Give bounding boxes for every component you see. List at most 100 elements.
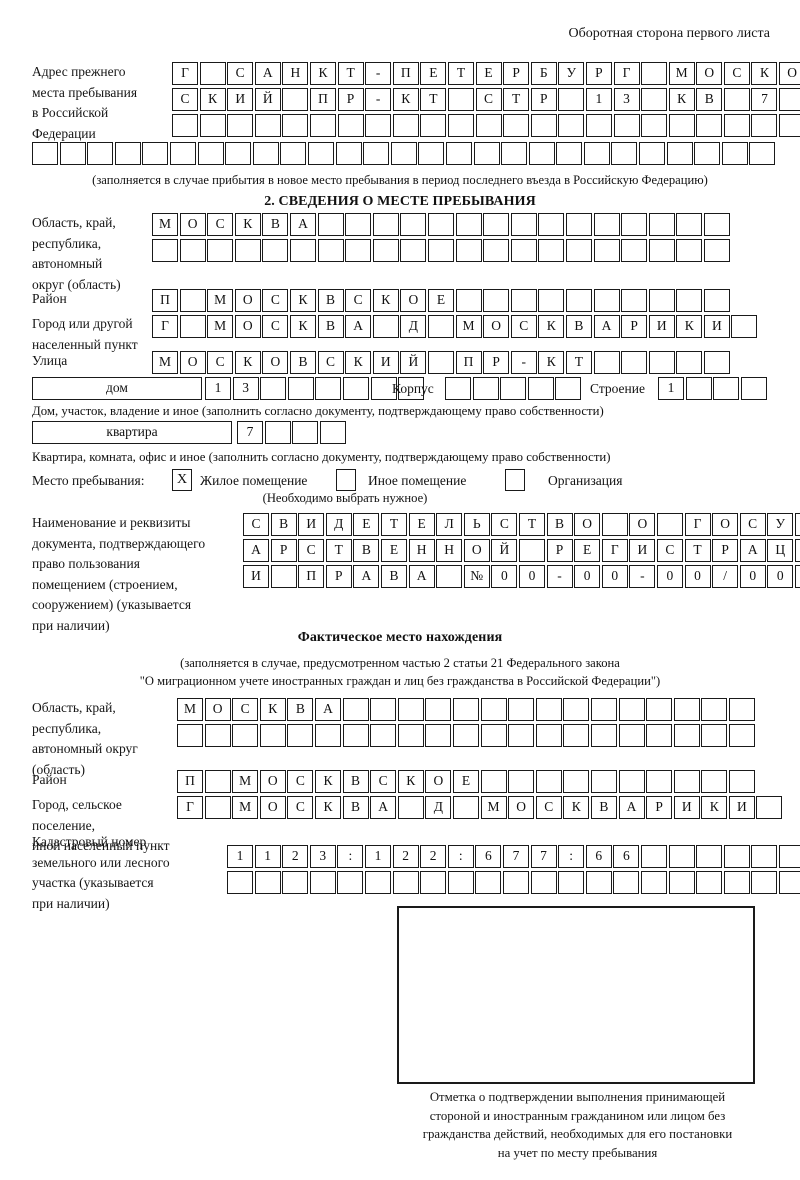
section2-region-row-1-cell-17[interactable] <box>593 213 620 236</box>
section2-street-row-cell-15[interactable]: К <box>538 351 565 374</box>
prev-address-row-2-cell-18[interactable] <box>641 88 668 111</box>
prev-address-row-4-cell-25[interactable] <box>694 142 721 165</box>
section2-region-row-2-cell-15[interactable] <box>538 239 565 262</box>
cadastral-row-1-cell-8[interactable]: 2 <box>420 845 447 868</box>
section2-region-row-2-cell-8[interactable] <box>345 239 372 262</box>
section2-region-row-2-cell-3[interactable] <box>207 239 234 262</box>
section2-district-row-cell-11[interactable]: Е <box>427 289 454 312</box>
korpus-cells-cell-1[interactable] <box>445 377 471 400</box>
section2-district-row-cell-19[interactable] <box>648 289 675 312</box>
actual-region-row-2-cell-5[interactable] <box>287 724 314 747</box>
section2-region-row-1-cell-9[interactable] <box>372 213 399 236</box>
prev-address-row-2-cell-10[interactable]: Т <box>420 88 447 111</box>
section2-district-row-cell-20[interactable] <box>676 289 703 312</box>
prev-address-row-2-cell-6[interactable]: П <box>309 88 336 111</box>
document-row-3-cell-2[interactable] <box>270 565 297 588</box>
document-row-1-cell-21[interactable]: Д <box>794 513 800 536</box>
stroenie-cells-cell-1[interactable]: 1 <box>658 377 684 400</box>
prev-address-row-1-cell-22[interactable]: К <box>751 62 778 85</box>
cadastral-row-2-cell-1[interactable] <box>227 871 253 894</box>
actual-region-row-1-cell-14[interactable] <box>535 698 562 721</box>
section2-city-row-cell-14[interactable]: С <box>510 315 537 338</box>
document-row-3-cell-15[interactable]: - <box>629 565 656 588</box>
actual-district-row-cell-21[interactable] <box>728 770 755 793</box>
prev-address-row-3-cell-3[interactable] <box>227 114 254 137</box>
section2-city-row-cell-3[interactable]: М <box>207 315 234 338</box>
document-row-3-cell-8[interactable] <box>436 565 463 588</box>
actual-region-row-1-cell-1[interactable]: М <box>177 698 203 721</box>
section2-city-row-cell-2[interactable] <box>179 315 206 338</box>
actual-city-row-cell-5[interactable]: С <box>287 796 314 819</box>
section2-city-row-cell-19[interactable]: И <box>648 315 675 338</box>
prev-address-row-4-cell-3[interactable] <box>87 142 114 165</box>
document-row-3-cell-21[interactable]: 0 <box>794 565 800 588</box>
document-row-3-cell-16[interactable]: 0 <box>656 565 683 588</box>
section2-district-row-cell-1[interactable]: П <box>152 289 178 312</box>
prev-address-row-1-cell-9[interactable]: П <box>392 62 419 85</box>
section2-city-row-cell-6[interactable]: К <box>289 315 316 338</box>
section2-city-row-cell-10[interactable]: Д <box>400 315 427 338</box>
actual-region-row-1-cell-2[interactable]: О <box>204 698 231 721</box>
actual-district-row-cell-9[interactable]: К <box>397 770 424 793</box>
document-row-3-cell-19[interactable]: 0 <box>739 565 766 588</box>
section2-region-row-1-cell-11[interactable] <box>427 213 454 236</box>
section2-region-row-2-cell-19[interactable] <box>648 239 675 262</box>
document-row-2-cell-17[interactable]: Т <box>684 539 711 562</box>
house-number-cells-cell-2[interactable]: 3 <box>232 377 259 400</box>
prev-address-row-1-cell-17[interactable]: Г <box>613 62 640 85</box>
actual-region-row-2-cell-12[interactable] <box>480 724 507 747</box>
stay-type-checkbox-other[interactable] <box>336 469 356 491</box>
section2-street-row-cell-8[interactable]: К <box>345 351 372 374</box>
section2-district-row-cell-8[interactable]: С <box>345 289 372 312</box>
actual-region-row-2-cell-3[interactable] <box>232 724 259 747</box>
prev-address-row-4-cell-7[interactable] <box>197 142 224 165</box>
prev-address-row-1-cell-1[interactable]: Г <box>172 62 198 85</box>
section2-region-row-2-cell-20[interactable] <box>676 239 703 262</box>
document-row-3-cell-7[interactable]: А <box>408 565 435 588</box>
cadastral-row-2-cell-6[interactable] <box>364 871 391 894</box>
section2-district-row-cell-15[interactable] <box>538 289 565 312</box>
actual-region-row-1-cell-13[interactable] <box>508 698 535 721</box>
actual-region-row-2-cell-21[interactable] <box>728 724 755 747</box>
prev-address-row-3-cell-10[interactable] <box>420 114 447 137</box>
prev-address-row-2-cell-7[interactable]: Р <box>337 88 364 111</box>
actual-city-row-cell-15[interactable]: К <box>563 796 590 819</box>
document-row-2-cell-2[interactable]: Р <box>270 539 297 562</box>
document-row-3-cell-12[interactable]: - <box>546 565 573 588</box>
cadastral-row-1-cell-2[interactable]: 1 <box>254 845 281 868</box>
document-row-2-cell-16[interactable]: С <box>656 539 683 562</box>
prev-address-row-2-cell-1[interactable]: С <box>172 88 198 111</box>
document-row-1-cell-15[interactable]: О <box>629 513 656 536</box>
prev-address-row-1-cell-23[interactable]: О <box>779 62 800 85</box>
cadastral-row-1-cell-4[interactable]: 3 <box>309 845 336 868</box>
prev-address-row-3-cell-11[interactable] <box>447 114 474 137</box>
flat-number-cells[interactable]: 7 <box>237 421 346 444</box>
prev-address-row-4-cell-24[interactable] <box>666 142 693 165</box>
section2-region-row-1-cell-5[interactable]: В <box>262 213 289 236</box>
prev-address-row-1-cell-3[interactable]: С <box>227 62 254 85</box>
section2-region-row-2-cell-17[interactable] <box>593 239 620 262</box>
document-row-1-cell-10[interactable]: С <box>491 513 518 536</box>
korpus-cells-cell-2[interactable] <box>472 377 499 400</box>
actual-district-row-cell-8[interactable]: С <box>370 770 397 793</box>
document-row-1-cell-13[interactable]: О <box>574 513 601 536</box>
section2-city-row-cell-5[interactable]: С <box>262 315 289 338</box>
section2-region-row-1-cell-13[interactable] <box>483 213 510 236</box>
actual-region-row-2-cell-20[interactable] <box>701 724 728 747</box>
section2-district-row-cell-12[interactable] <box>455 289 482 312</box>
prev-address-row-4-cell-12[interactable] <box>335 142 362 165</box>
prev-address-row-2-cell-11[interactable] <box>447 88 474 111</box>
section2-district-row-cell-2[interactable] <box>179 289 206 312</box>
document-row-1-cell-17[interactable]: Г <box>684 513 711 536</box>
section2-region-row-2-cell-10[interactable] <box>400 239 427 262</box>
prev-address-row-3-cell-21[interactable] <box>723 114 750 137</box>
prev-address-row-4-cell-19[interactable] <box>528 142 555 165</box>
section2-street-row-cell-10[interactable]: Й <box>400 351 427 374</box>
actual-district-row-cell-12[interactable] <box>480 770 507 793</box>
section2-street-row-cell-21[interactable] <box>703 351 730 374</box>
stroenie-cells-cell-3[interactable] <box>713 377 740 400</box>
cadastral-row-1-cell-18[interactable] <box>696 845 723 868</box>
